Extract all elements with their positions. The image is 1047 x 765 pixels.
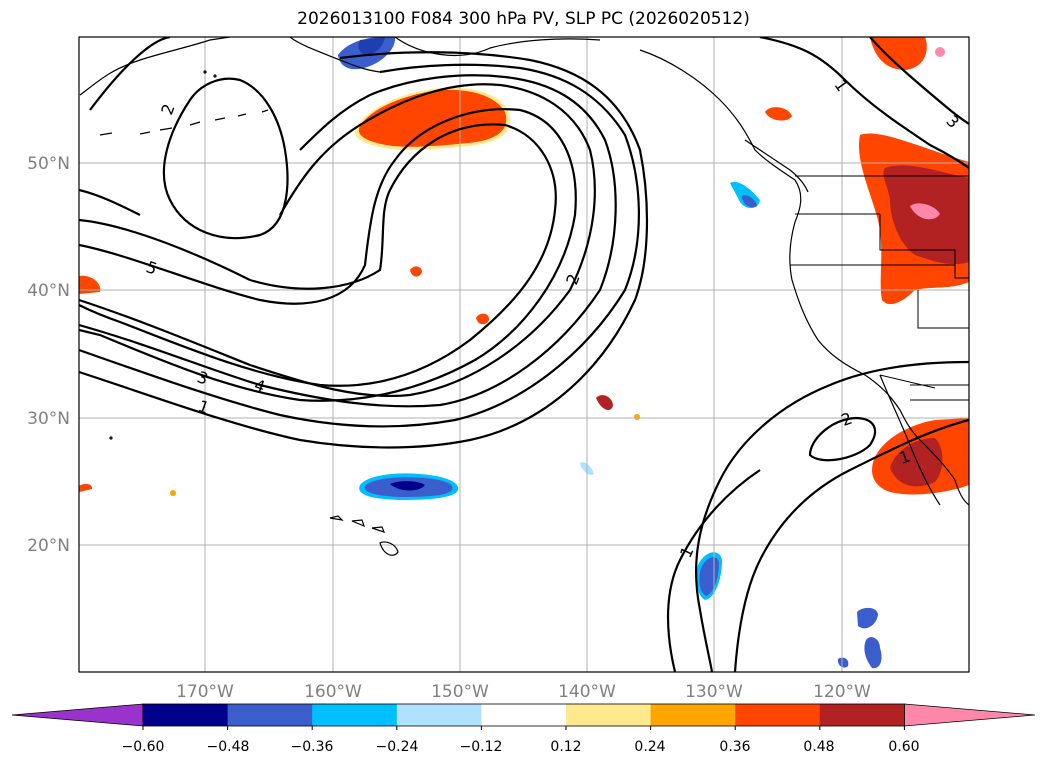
latitude-labels: 50°N 40°N 30°N 20°N	[27, 154, 70, 556]
colorbar-swatch	[143, 704, 229, 726]
svg-text:150°W: 150°W	[431, 682, 489, 702]
slp-contours	[79, 37, 969, 672]
colorbar-tick: 0.36	[719, 739, 750, 755]
map-frame	[78, 36, 970, 673]
colorbar-tick: 0.48	[803, 739, 834, 755]
svg-text:140°W: 140°W	[558, 682, 616, 702]
colorbar-swatch	[396, 704, 482, 726]
colorbar-tick-labels: −0.60 −0.48 −0.36 −0.24 −0.12 0.12 0.24 …	[122, 739, 920, 755]
colorbar-swatch	[819, 704, 905, 726]
colorbar-extend-high	[904, 703, 1036, 727]
political-borders	[790, 175, 969, 401]
colorbar	[11, 703, 1036, 730]
colorbar-tick: −0.36	[291, 739, 334, 755]
coastlines	[79, 37, 969, 556]
colorbar-swatch	[735, 704, 821, 726]
colorbar-tick: 0.60	[888, 739, 919, 755]
colorbar-tick: −0.24	[376, 739, 419, 755]
svg-text:30°N: 30°N	[27, 409, 70, 429]
colorbar-tick: −0.48	[207, 739, 250, 755]
colorbar-border	[142, 703, 905, 727]
colorbar-swatch	[227, 704, 313, 726]
colorbar-tick: −0.12	[460, 739, 503, 755]
svg-text:40°N: 40°N	[27, 281, 70, 301]
svg-text:50°N: 50°N	[27, 154, 70, 174]
map-area	[79, 37, 969, 672]
svg-text:20°N: 20°N	[27, 536, 70, 556]
longitude-labels: 170°W 160°W 150°W 140°W 130°W 120°W	[176, 682, 871, 702]
svg-text:130°W: 130°W	[685, 682, 743, 702]
svg-text:170°W: 170°W	[176, 682, 234, 702]
svg-text:120°W: 120°W	[813, 682, 871, 702]
colorbar-tick: 0.12	[550, 739, 581, 755]
map-title: 2026013100 F084 300 hPa PV, SLP PC (2026…	[297, 9, 750, 29]
colorbar-tick: −0.60	[122, 739, 165, 755]
colorbar-swatch	[312, 704, 398, 726]
svg-text:160°W: 160°W	[304, 682, 362, 702]
colorbar-tick: 0.24	[634, 739, 665, 755]
colorbar-extend-low	[11, 703, 144, 727]
colorbar-swatch	[481, 704, 567, 726]
colorbar-swatch	[650, 704, 736, 726]
colorbar-swatch	[566, 704, 652, 726]
